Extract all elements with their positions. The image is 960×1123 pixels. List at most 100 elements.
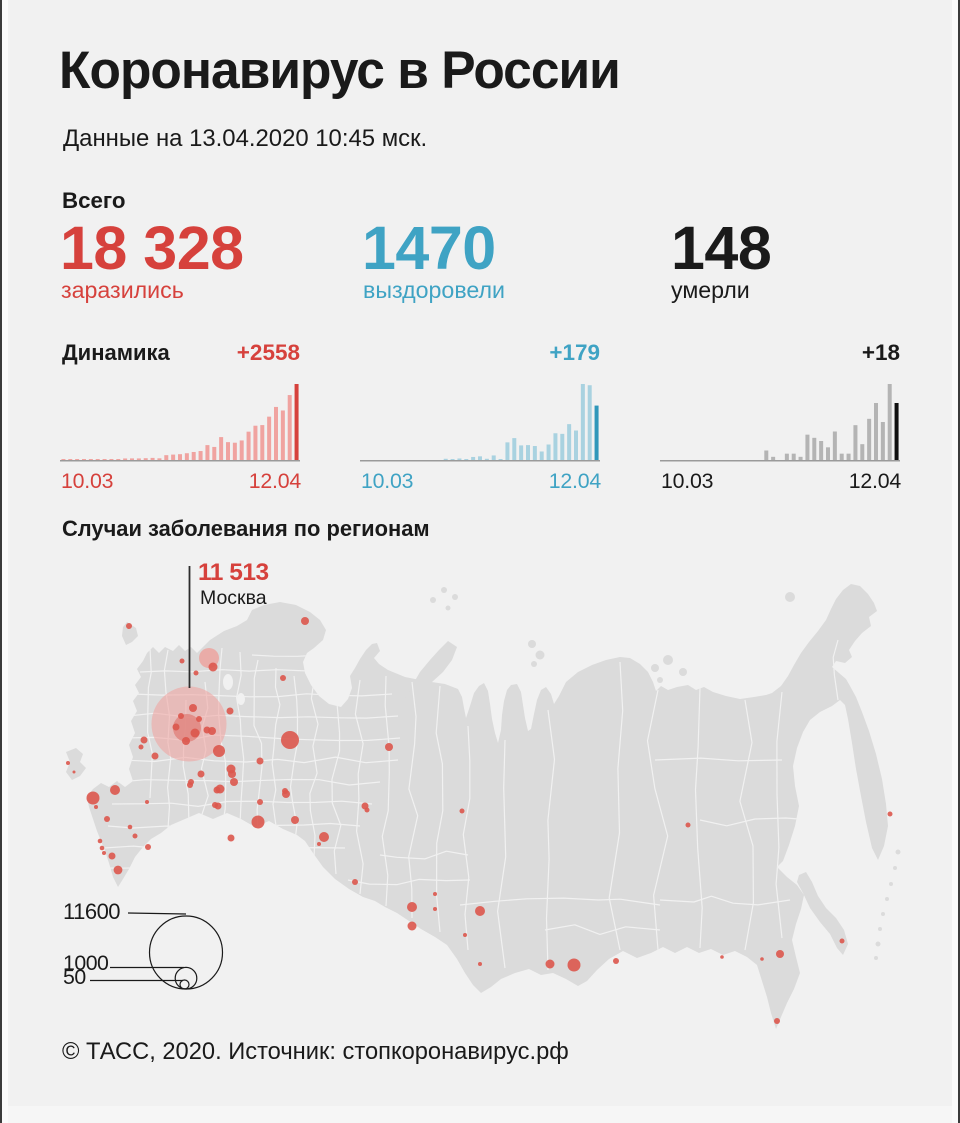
map-bubble xyxy=(230,778,238,786)
bar xyxy=(805,434,810,460)
map-bubble xyxy=(108,852,116,860)
bar xyxy=(519,445,524,460)
bar xyxy=(784,453,789,460)
map-bubble xyxy=(475,906,485,916)
map-bubble xyxy=(151,752,159,760)
bar xyxy=(819,441,824,460)
bar xyxy=(553,433,558,460)
bar xyxy=(894,403,899,460)
bar xyxy=(860,444,865,460)
map-island xyxy=(651,664,659,672)
map-bubble xyxy=(196,716,202,722)
callout-moscow-label: Москва xyxy=(200,587,267,609)
stat-died-caption: умерли xyxy=(671,277,750,303)
map-landmass xyxy=(797,872,848,955)
map-island xyxy=(893,866,897,870)
map-region-border xyxy=(544,924,661,935)
bar xyxy=(136,458,141,460)
russia-map xyxy=(66,566,901,1029)
map-lake xyxy=(237,693,245,705)
stat-died-value: 148 xyxy=(671,214,772,282)
bar xyxy=(75,459,80,460)
map-region-border xyxy=(608,661,624,951)
bar xyxy=(532,446,537,460)
bar xyxy=(171,454,176,460)
stat-infected-caption: заразились xyxy=(61,277,184,303)
bar xyxy=(109,459,114,460)
map-island xyxy=(785,592,795,602)
map-region-border xyxy=(694,687,703,949)
bar xyxy=(205,445,210,460)
map-bubble xyxy=(66,761,70,765)
map-region-border xyxy=(139,669,331,673)
legend-circle-medium xyxy=(174,966,198,990)
map-region-border xyxy=(739,699,754,951)
callout-moscow-value: 11 513 xyxy=(198,559,269,586)
axis-labels-recovered: 10.03 12.04 xyxy=(361,470,601,492)
bar xyxy=(82,459,86,460)
map-island xyxy=(452,594,458,600)
map-bubble xyxy=(215,784,225,794)
bar xyxy=(826,447,830,460)
dynamics-chart-recovered xyxy=(360,384,600,462)
axis-start-died: 10.03 xyxy=(661,469,714,493)
map-region-border xyxy=(699,817,813,827)
map-region-border xyxy=(497,739,507,969)
map-region-border xyxy=(379,850,469,860)
legend-circle-large xyxy=(148,915,224,990)
bar xyxy=(853,425,858,460)
bar xyxy=(274,406,278,460)
bar xyxy=(880,422,885,460)
bar xyxy=(505,442,510,460)
bar xyxy=(239,440,244,460)
map-bubble xyxy=(685,822,691,828)
map-bubble xyxy=(72,770,76,774)
axis-labels-infected: 10.03 12.04 xyxy=(61,469,301,493)
bar xyxy=(253,425,258,460)
map-island xyxy=(875,941,881,947)
map-bubble xyxy=(760,957,764,961)
map-island xyxy=(528,640,536,648)
map-bubble xyxy=(208,727,216,735)
map-bubble xyxy=(212,802,218,808)
bar xyxy=(457,458,462,460)
map-region-border xyxy=(408,681,419,919)
map-bubble xyxy=(433,907,437,911)
bar xyxy=(150,457,155,460)
map-landmass xyxy=(413,641,457,690)
map-bubble xyxy=(140,736,148,744)
page-title: Коронавирус в России xyxy=(59,40,621,100)
map-island xyxy=(663,655,673,665)
dynamics-chart-died xyxy=(660,384,900,462)
map-bubble xyxy=(257,799,263,805)
map-bubble xyxy=(138,744,144,750)
map-region-border xyxy=(354,679,364,895)
bar xyxy=(546,444,551,460)
bar xyxy=(157,458,162,460)
legend-circle-small xyxy=(179,979,190,990)
map-bubble xyxy=(319,832,329,842)
map-region-border xyxy=(117,778,381,786)
axis-start-infected: 10.03 xyxy=(61,469,114,493)
bar xyxy=(580,384,585,460)
map-bubble xyxy=(179,658,185,664)
map-bubble xyxy=(226,764,236,774)
map-region-border xyxy=(775,691,783,939)
map-island xyxy=(885,897,889,901)
bar xyxy=(287,395,292,460)
map-bubble xyxy=(197,770,205,778)
dynamics-label: Динамика xyxy=(62,340,170,365)
map-bubble xyxy=(280,675,286,681)
map-landmass xyxy=(66,748,86,780)
map-bubble xyxy=(463,933,467,937)
total-label: Всего xyxy=(62,188,126,213)
bar xyxy=(839,453,844,460)
map-region-border xyxy=(111,800,373,807)
bar xyxy=(219,437,224,460)
bar xyxy=(95,459,100,460)
bar xyxy=(280,410,285,460)
map-region-border xyxy=(147,647,153,799)
bar xyxy=(143,458,148,460)
stat-recovered-value: 1470 xyxy=(362,214,496,282)
bar xyxy=(68,459,73,460)
